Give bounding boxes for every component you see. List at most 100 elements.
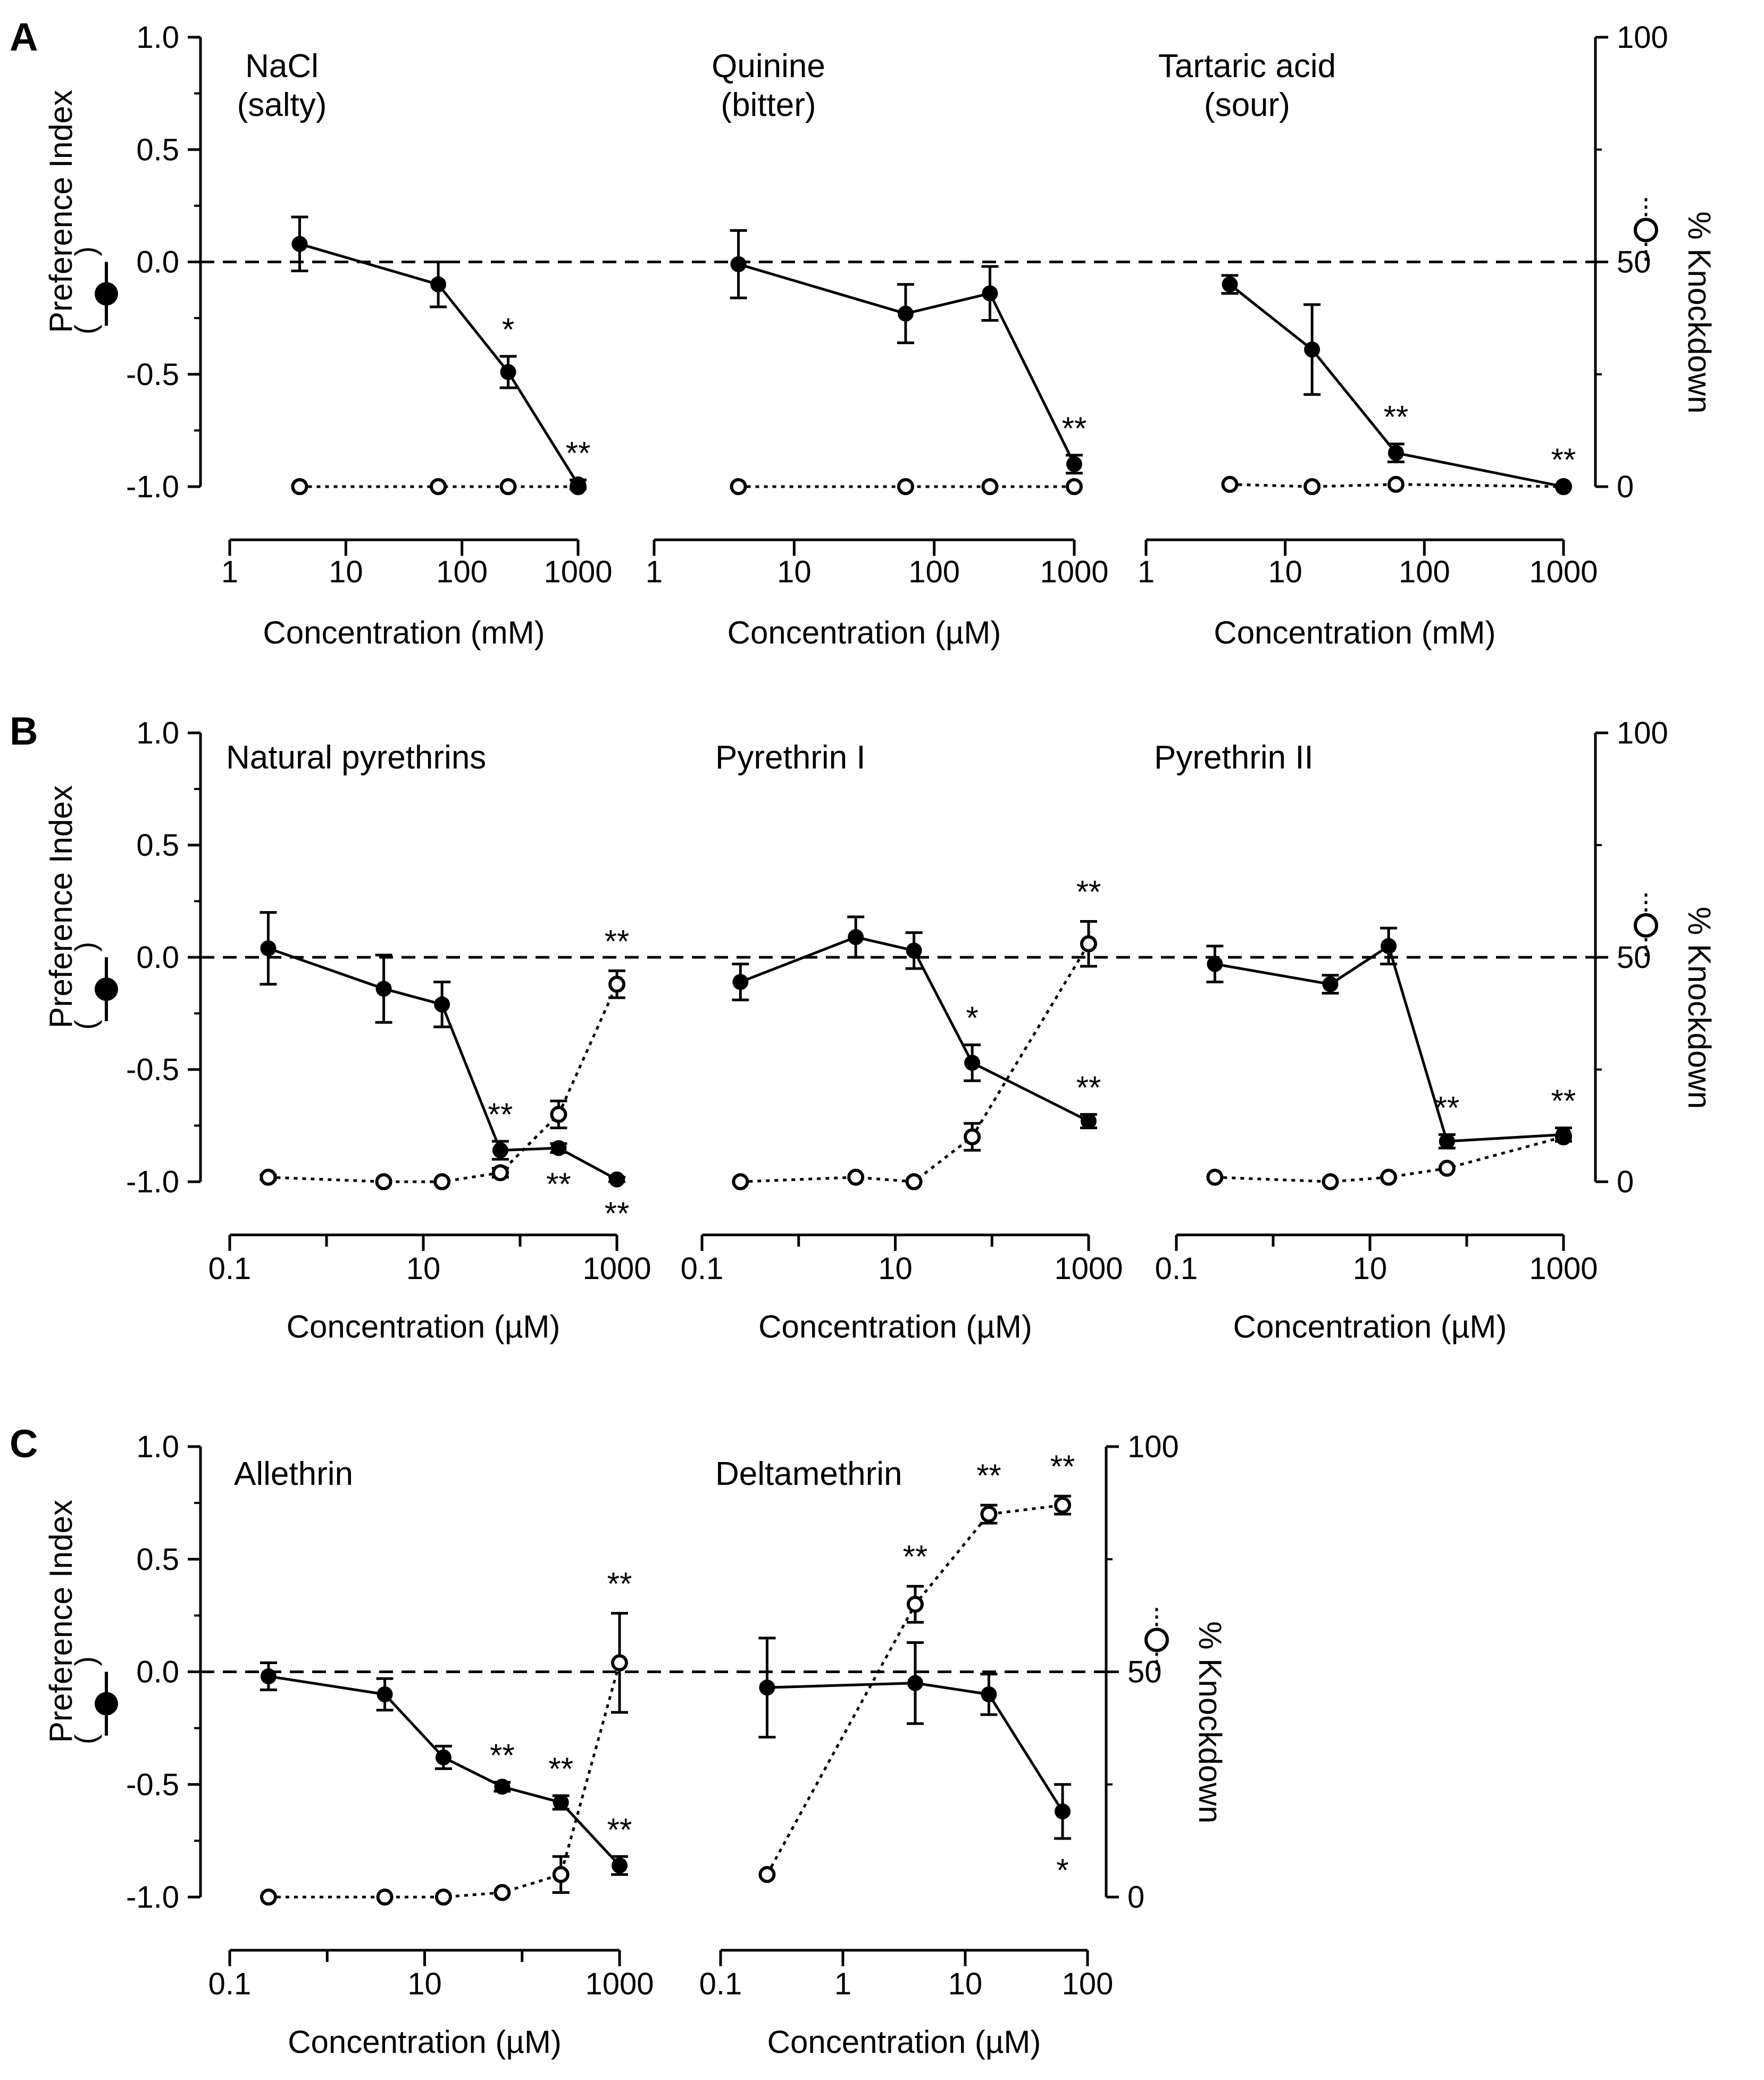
knockdown-point: [847, 1168, 865, 1186]
knockdown-point: [732, 1173, 749, 1190]
legend-bracket-left: (: [69, 324, 102, 335]
knockdown-point: [1066, 478, 1083, 495]
knockdown-point: [980, 1506, 998, 1523]
legend-filled-circle-glyph: [95, 282, 118, 306]
left-y-tick-label: 0.5: [136, 132, 179, 167]
knockdown-point: [611, 1654, 628, 1672]
knockdown-point: [758, 1866, 776, 1883]
x-tick-label: 100: [908, 555, 960, 589]
right-y-tick-label: 0: [1127, 1880, 1144, 1915]
preference-point: [430, 276, 447, 293]
left-y-axis-label: Preference Index: [43, 786, 79, 1029]
preference-point: [732, 974, 749, 990]
x-tick-label: 10: [329, 555, 363, 589]
preference-point: [550, 1140, 567, 1156]
left-y-axis-label: Preference Index: [43, 90, 79, 333]
knockdown-point: [1322, 1173, 1339, 1190]
knockdown-significance-label: **: [1050, 1449, 1075, 1484]
preference-significance-label: **: [1551, 442, 1576, 478]
right-y-tick-label: 0: [1617, 1165, 1634, 1199]
x-tick-label: 1: [646, 555, 663, 589]
x-tick-label: 1000: [582, 1251, 651, 1286]
x-tick-label: 1000: [1529, 1251, 1598, 1286]
knockdown-point: [1221, 475, 1239, 493]
right-y-tick-label: 50: [1127, 1655, 1162, 1690]
x-axis-label: Concentration (µM): [287, 1309, 561, 1344]
preference-significance-label: **: [490, 1737, 515, 1773]
preference-point: [1066, 456, 1082, 472]
chart-title: Pyrethrin I: [715, 739, 866, 776]
preference-point: [260, 940, 277, 957]
preference-significance-label: **: [1551, 1083, 1576, 1119]
x-tick-label: 1000: [1040, 555, 1108, 589]
knockdown-significance-label: **: [607, 1566, 632, 1601]
preference-point: [1222, 276, 1238, 293]
chart-title: Deltamethrin: [715, 1456, 902, 1492]
knockdown-point: [291, 478, 308, 495]
x-tick-label: 1: [834, 1967, 851, 2001]
x-tick-label: 0.1: [208, 1967, 252, 2001]
x-tick-label: 1000: [585, 1967, 654, 2001]
knockdown-point: [1054, 1497, 1072, 1514]
knockdown-point: [905, 1173, 923, 1190]
knockdown-significance-label: **: [976, 1458, 1001, 1493]
knockdown-point: [433, 1173, 451, 1190]
x-tick-label: 0.1: [681, 1251, 724, 1286]
chart-title: NaCl: [245, 48, 319, 85]
x-tick-label: 100: [1062, 1967, 1114, 2001]
chart-title: Quinine: [712, 48, 825, 85]
preference-point: [1322, 976, 1339, 992]
preference-point: [612, 1857, 628, 1874]
legend-open-circle-glyph: [1144, 1627, 1169, 1652]
preference-point: [906, 942, 922, 959]
x-tick-label: 100: [436, 555, 488, 589]
x-tick-label: 1: [1138, 555, 1155, 589]
x-tick-label: 1000: [544, 555, 612, 589]
knockdown-point: [430, 478, 447, 495]
knockdown-point: [1080, 935, 1097, 953]
knockdown-point: [1303, 478, 1321, 495]
knockdown-point: [964, 1128, 981, 1146]
x-tick-label: 10: [1268, 555, 1302, 589]
left-y-tick-label: 0.5: [136, 1542, 179, 1577]
preference-point: [435, 1749, 452, 1766]
knockdown-line: [766, 1503, 1063, 1875]
right-y-axis-label: % Knockdown: [1682, 907, 1717, 1109]
x-tick-label: 0.1: [1155, 1251, 1198, 1286]
chart-title: Tartaric acid: [1158, 48, 1336, 85]
knockdown-point: [499, 478, 517, 495]
right-y-tick-label: 100: [1617, 20, 1668, 55]
knockdown-point: [1387, 475, 1404, 493]
x-axis-label: Concentration (µM): [728, 615, 1001, 650]
x-axis-label: Concentration (mM): [263, 615, 545, 650]
knockdown-point: [1380, 1168, 1398, 1186]
right-y-tick-label: 100: [1127, 1430, 1179, 1464]
x-axis-label: Concentration (µM): [758, 1309, 1032, 1344]
knockdown-point: [550, 1106, 567, 1123]
knockdown-point: [494, 1884, 511, 1901]
left-y-tick-label: 1.0: [136, 716, 179, 750]
legend-bracket-left: (: [69, 1734, 102, 1744]
knockdown-point: [897, 478, 914, 495]
knockdown-line: [1215, 1135, 1564, 1183]
preference-significance-label: **: [546, 1166, 571, 1202]
preference-significance-label: **: [566, 435, 591, 471]
preference-significance-label: **: [1076, 1070, 1101, 1105]
preference-point: [434, 996, 450, 1013]
chart-title: (salty): [237, 87, 327, 123]
preference-point: [897, 305, 914, 322]
preference-significance-label: *: [1056, 1852, 1068, 1888]
preference-point: [1387, 445, 1404, 461]
knockdown-point: [608, 975, 625, 993]
knockdown-point: [981, 478, 999, 495]
right-y-tick-label: 0: [1617, 470, 1634, 504]
knockdown-significance-label: **: [605, 923, 630, 959]
legend-open-circle-glyph: [1634, 218, 1658, 243]
chart-title: Allethrin: [234, 1456, 353, 1492]
left-y-tick-label: 1.0: [136, 1430, 179, 1464]
knockdown-point: [552, 1866, 570, 1883]
x-tick-label: 10: [1353, 1251, 1387, 1286]
left-y-tick-label: -0.5: [126, 1767, 179, 1802]
preference-line: [738, 263, 1076, 465]
